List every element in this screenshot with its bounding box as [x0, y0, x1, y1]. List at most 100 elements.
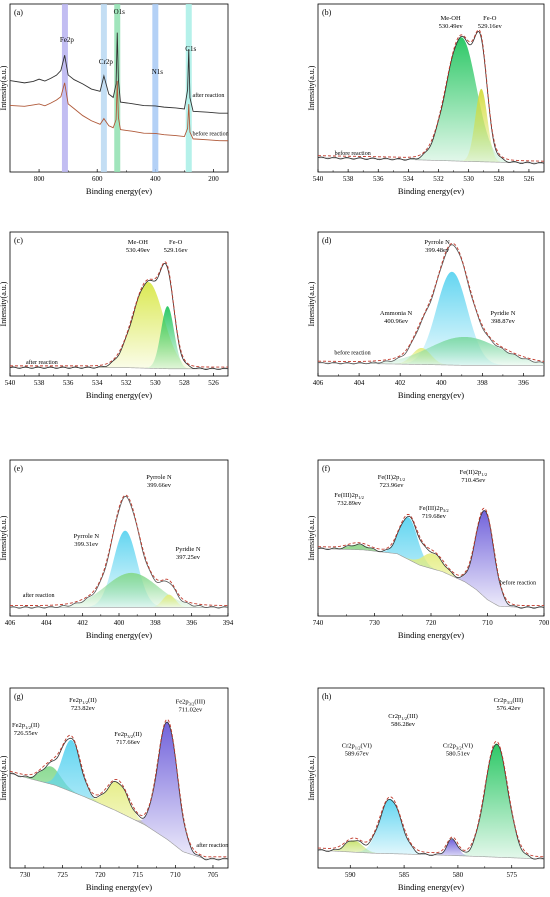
peak-label-name: Pyridie N	[175, 546, 200, 553]
panel-e: (e) 406 404 402 400 398 396 394 Binding energy(e…	[0, 459, 234, 640]
fit-component	[10, 530, 228, 608]
plot-frame	[9, 231, 229, 377]
plot-area	[318, 29, 544, 165]
x-tick-label: 585	[399, 871, 410, 879]
peak-label-name: Fe2p1/2(II)	[12, 722, 39, 730]
x-tick-label: 710	[170, 871, 181, 879]
x-tick-label: 720	[426, 619, 437, 627]
x-tick-label: 700	[539, 619, 550, 627]
plot-frame	[317, 3, 545, 173]
peak-label-energy: 723.82ev	[71, 705, 96, 712]
plot-area	[318, 740, 544, 860]
fit-envelope-line	[10, 718, 228, 858]
panel-b: (b) 540 538 536 534 532 530 528 526 Binding energ…	[307, 3, 545, 196]
x-tick-label: 402	[395, 379, 406, 387]
peak-label-name: Fe(III)2p1/2	[334, 492, 364, 500]
annotation-text: before reaction	[334, 350, 370, 357]
background-line	[318, 548, 544, 608]
peak-marker-label: Fe2p	[60, 36, 75, 44]
plot-area	[10, 718, 228, 861]
x-tick-label: 526	[208, 379, 219, 387]
y-axis-label: Intensity(a.u.)	[0, 65, 8, 110]
peak-marker-label: N1s	[152, 68, 164, 76]
x-axis-label: Binding energy(ev)	[86, 186, 152, 196]
panel-c: (c) 540 538 536 534 532 530 528 526 Binding energ…	[0, 231, 229, 400]
fit-component	[10, 306, 228, 369]
panel-label: (b)	[322, 8, 332, 17]
panel-f: (f) 740 730 720 710 700 Binding energy(ev) Inte…	[307, 459, 550, 640]
x-tick-label: 536	[63, 379, 74, 387]
plot-frame	[317, 459, 545, 617]
peak-marker-band	[185, 4, 192, 172]
peak-label-energy: 732.89ev	[337, 500, 362, 507]
x-tick-label: 528	[179, 379, 190, 387]
x-axis-label: Binding energy(ev)	[398, 390, 464, 400]
peak-label-energy: 710.45ev	[461, 477, 486, 484]
raw-spectrum-line	[318, 244, 544, 365]
x-tick-label: 730	[369, 619, 380, 627]
x-tick-label: 600	[92, 175, 103, 183]
peak-label-energy: 717.66ev	[116, 739, 141, 746]
panel-label: (c)	[14, 236, 23, 245]
x-tick-label: 528	[494, 175, 505, 183]
peak-label-name: Fe(II)2p1/2	[460, 469, 488, 477]
fit-component	[318, 88, 544, 164]
x-tick-label: 400	[436, 379, 447, 387]
x-tick-label: 200	[208, 175, 219, 183]
raw-spectrum-line	[10, 263, 228, 370]
y-axis-label: Intensity(a.u.)	[307, 281, 316, 326]
x-tick-label: 534	[403, 175, 414, 183]
x-tick-label: 398	[477, 379, 488, 387]
y-axis-label: Intensity(a.u.)	[0, 515, 8, 560]
peak-label-energy: 399.66ev	[147, 482, 172, 489]
x-tick-label: 400	[150, 175, 161, 183]
x-tick-label: 404	[41, 619, 52, 627]
peak-label-energy: 580.51ev	[446, 751, 471, 758]
x-tick-label: 396	[186, 619, 197, 627]
peak-label-name: Me-OH	[128, 239, 149, 246]
peak-marker-band	[61, 4, 68, 172]
peak-label-energy: 726.55ev	[14, 730, 39, 737]
fit-envelope-line	[10, 261, 228, 368]
fit-envelope-line	[10, 494, 228, 606]
fit-component	[318, 840, 544, 860]
fit-component	[318, 271, 544, 366]
x-tick-label: 540	[313, 175, 324, 183]
x-tick-label: 396	[518, 379, 529, 387]
panel-label: (d)	[322, 236, 332, 245]
raw-spectrum-line	[318, 510, 544, 609]
x-tick-label: 532	[121, 379, 132, 387]
fit-component	[318, 799, 544, 860]
peak-label-energy: 399.31ev	[74, 541, 99, 548]
peak-label-energy: 711.02ev	[179, 706, 204, 713]
peak-label-name: Cr2p3/2(III)	[494, 697, 524, 705]
x-tick-label: 590	[345, 871, 356, 879]
panel-label: (g)	[14, 692, 24, 701]
peak-label-name: Pyrrole N	[146, 474, 172, 481]
fit-envelope-line	[318, 29, 544, 162]
panel-label: (a)	[14, 8, 23, 17]
peak-label-energy: 723.96ev	[379, 482, 404, 489]
peak-label-name: Fe2p1/2(II)	[69, 697, 96, 705]
peak-label-name: Ammonia N	[380, 310, 413, 317]
annotation-text: after reaction	[26, 359, 58, 366]
fit-component	[318, 336, 544, 366]
fit-component	[10, 594, 228, 608]
fit-component	[10, 572, 228, 608]
series-line	[10, 32, 228, 114]
fit-envelope-line	[318, 242, 544, 362]
y-axis-label: Intensity(a.u.)	[0, 755, 8, 800]
peak-marker-band	[152, 4, 159, 172]
plot-frame	[317, 231, 545, 377]
x-tick-label: 715	[133, 871, 144, 879]
x-tick-label: 725	[57, 871, 68, 879]
x-tick-label: 406	[5, 619, 16, 627]
x-tick-label: 705	[208, 871, 219, 879]
fit-component	[318, 548, 544, 608]
x-tick-label: 536	[373, 175, 384, 183]
peak-marker-label: O1s	[114, 8, 126, 16]
annotation-text: after reaction	[193, 92, 225, 99]
annotation-text: before reaction	[500, 579, 536, 586]
series-line	[10, 80, 228, 142]
x-tick-label: 534	[92, 379, 103, 387]
